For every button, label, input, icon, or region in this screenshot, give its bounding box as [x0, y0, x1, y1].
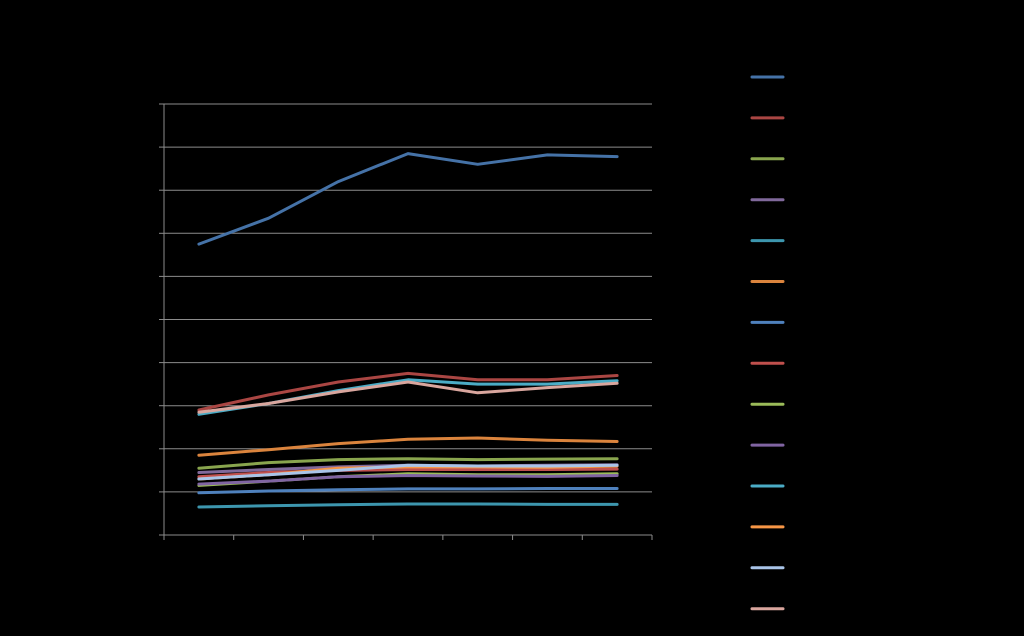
- series-lines: [197, 152, 619, 509]
- series-line-8: [197, 467, 619, 479]
- gridlines: [164, 103, 652, 493]
- series-line-1: [197, 152, 619, 246]
- series-line-2: [197, 371, 619, 412]
- series-line-14: [197, 380, 619, 414]
- series-line-13: [197, 463, 619, 481]
- legend: [750, 75, 785, 611]
- series-line-6: [197, 436, 619, 457]
- axes: [159, 103, 653, 540]
- series-line-10: [197, 474, 619, 486]
- series-line-7: [197, 487, 619, 495]
- series-line-3: [197, 457, 619, 470]
- series-line-5: [197, 502, 619, 509]
